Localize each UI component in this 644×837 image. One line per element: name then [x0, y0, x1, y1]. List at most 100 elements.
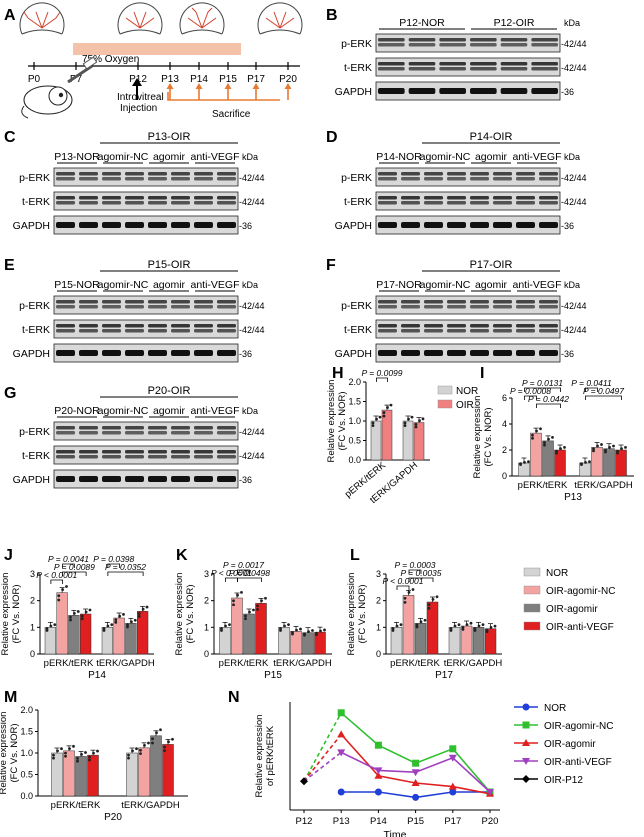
y-tick-label: 2 [502, 445, 507, 455]
data-point [131, 749, 134, 753]
data-point [461, 627, 465, 631]
significance-bracket [524, 387, 561, 392]
timeline-ticks: P0 P7 P12 P13 P14 P15 P17 P20 [28, 62, 297, 85]
blot-mw-label: -42/44 [561, 197, 587, 207]
data-point [608, 445, 611, 449]
significance-bracket [50, 579, 64, 584]
series-marker [448, 782, 457, 790]
sacrifice-label: Sacrifice [212, 109, 251, 120]
data-point [563, 446, 566, 449]
blot-band [408, 62, 436, 66]
data-point [382, 414, 386, 418]
blot-band [378, 88, 405, 94]
blot-band [56, 305, 75, 309]
data-point [371, 424, 375, 428]
blot-band [194, 177, 213, 181]
blot-band [447, 350, 466, 356]
blot-band [217, 350, 236, 356]
blot-band [102, 324, 121, 328]
data-point [323, 628, 326, 632]
blot-band [148, 350, 167, 356]
data-point [319, 629, 322, 633]
blot-group-label: anti-VEGF [512, 151, 561, 163]
data-point [236, 593, 239, 597]
blot-band [171, 450, 190, 454]
x-axis-label: P15 [264, 670, 282, 681]
x-axis-label: P20 [104, 812, 122, 823]
blot-band [125, 305, 144, 309]
data-point [256, 608, 259, 611]
data-point [61, 588, 65, 591]
blot-group-label: agomir [475, 151, 508, 163]
data-point [431, 598, 435, 601]
oxygen-bar [73, 43, 241, 55]
data-point [415, 625, 419, 629]
data-point [137, 615, 141, 618]
data-point [143, 744, 146, 747]
blot-row-label: p-ERK [19, 300, 50, 312]
blot-group-label: anti-VEGF [190, 405, 239, 417]
blot-group-label: anti-VEGF [190, 151, 239, 163]
blot-band [125, 426, 144, 430]
blot-band [378, 300, 397, 304]
data-point [228, 623, 231, 627]
panel-letter-g: G [4, 385, 16, 402]
data-point [596, 444, 599, 448]
legend-marker [522, 758, 530, 765]
data-point [252, 608, 255, 612]
blot-band [447, 329, 466, 333]
blot-band [516, 201, 535, 205]
data-point [531, 436, 534, 440]
legend-label-agomir-nc: OIR-agomir-NC [546, 586, 615, 597]
blot-band [194, 196, 213, 200]
data-point [386, 406, 389, 409]
blot-header: P15-OIR [148, 259, 191, 271]
blot-band [470, 196, 489, 200]
data-point [88, 758, 91, 762]
blot-band [470, 324, 489, 328]
blot-group-label: P17-NOR [376, 279, 422, 291]
blot-group-label: agomir [153, 279, 186, 291]
data-point [147, 741, 150, 745]
blot-band [378, 172, 397, 176]
blot-band [148, 300, 167, 304]
legend-label-anti-vegf: OIR-anti-VEGF [546, 622, 614, 633]
series-marker [374, 788, 382, 796]
data-point [60, 747, 63, 751]
legend-swatch-agomir [523, 603, 541, 613]
blot-band [378, 196, 397, 200]
data-point [584, 460, 587, 464]
data-point [543, 441, 546, 445]
blot-band [125, 350, 144, 356]
blot-band [439, 38, 466, 42]
blot-band [470, 172, 489, 176]
blot-b: P12-NOR P12-OIR kDa p-ERK -42/44 t-ERK -42/44 G… [335, 17, 587, 101]
p-value-label: P < 0.0001 [211, 568, 252, 578]
blot-band [516, 305, 535, 309]
blot-band [447, 324, 466, 328]
bar [162, 744, 174, 797]
blot-mw-label: -42/44 [239, 173, 265, 183]
data-point [612, 444, 615, 448]
blot-mw-label: -36 [561, 221, 574, 231]
blot-band [79, 431, 98, 435]
p-value-label: P = 0.0131 [522, 378, 563, 388]
blot-band [56, 329, 75, 333]
data-point [371, 421, 375, 425]
blot-band [424, 201, 443, 205]
data-point [264, 596, 267, 600]
blot-band [194, 476, 213, 482]
y-tick-label: 2 [204, 596, 209, 606]
significance-bracket [408, 569, 422, 574]
data-point [531, 433, 534, 437]
blot-band [217, 431, 236, 435]
data-point [527, 460, 530, 464]
data-point [421, 417, 425, 421]
data-point [244, 614, 247, 618]
blot-band [102, 329, 121, 333]
legend-four-groups: NOR OIR-agomir-NC OIR-agomir OIR-anti-VE… [523, 567, 615, 633]
data-point [389, 403, 393, 407]
data-point [84, 610, 88, 614]
blot-band [500, 62, 528, 66]
